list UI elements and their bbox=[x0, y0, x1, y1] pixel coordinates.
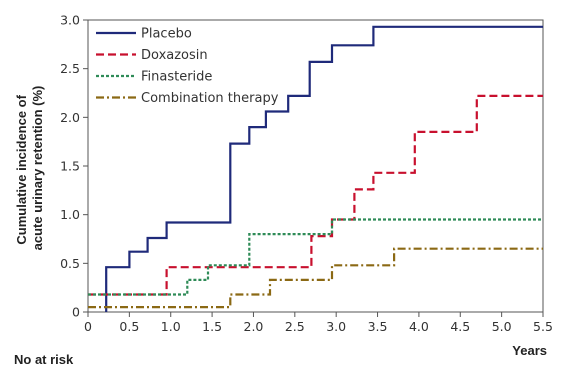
y-tick-label: 0 bbox=[72, 305, 80, 320]
legend-label: Placebo bbox=[141, 27, 192, 42]
x-tick-label: 4.5 bbox=[450, 319, 470, 334]
series-line-doxazosin bbox=[88, 94, 543, 296]
chart-series-group bbox=[88, 25, 543, 312]
legend-label: Doxazosin bbox=[141, 48, 208, 63]
legend-label: Finasteride bbox=[141, 70, 212, 85]
chart-axes: 0 0.5 1.0 1.5 2.0 2.5 3.0 0 0.5 1.0 1.5 2.0 2.5 3.0 3.… bbox=[60, 13, 553, 335]
x-tick-label: 5.0 bbox=[492, 319, 512, 334]
y-tick-label: 1.5 bbox=[60, 159, 80, 174]
x-tick-label: 2.5 bbox=[285, 319, 305, 334]
y-axis-label: Cumulative incidence of acute urinary re… bbox=[14, 86, 45, 251]
number-at-risk-label: No at risk bbox=[14, 352, 74, 367]
y-tick-label: 1.0 bbox=[60, 207, 80, 222]
y-tick-label: 2.0 bbox=[60, 110, 80, 125]
x-tick-label: 3.5 bbox=[368, 319, 388, 334]
chart-legend: Placebo Doxazosin Finasteride Combination t… bbox=[96, 27, 279, 106]
y-axis-label-line-2: acute urinary retention (%) bbox=[30, 86, 45, 251]
legend-label: Combination therapy bbox=[141, 91, 279, 106]
x-tick-label: 1.5 bbox=[202, 319, 222, 334]
x-tick-label: 5.5 bbox=[533, 319, 553, 334]
y-axis-label-line-1: Cumulative incidence of bbox=[14, 94, 29, 244]
y-tick-label: 2.5 bbox=[60, 61, 80, 76]
x-tick-label: 1.0 bbox=[161, 319, 181, 334]
series-line-placebo bbox=[105, 25, 543, 312]
x-tick-label: 0 bbox=[84, 319, 92, 334]
x-axis-label: Years bbox=[512, 343, 547, 358]
y-tick-label: 0.5 bbox=[60, 256, 80, 271]
series-line-combination-therapy bbox=[88, 247, 543, 309]
x-tick-label: 4.0 bbox=[409, 319, 429, 334]
x-tick-label: 2.0 bbox=[244, 319, 264, 334]
x-tick-label: 3.0 bbox=[326, 319, 346, 334]
series-line-finasteride bbox=[88, 218, 543, 296]
x-tick-label: 0.5 bbox=[119, 319, 139, 334]
y-tick-label: 3.0 bbox=[60, 13, 80, 28]
plot-frame bbox=[87, 19, 544, 313]
